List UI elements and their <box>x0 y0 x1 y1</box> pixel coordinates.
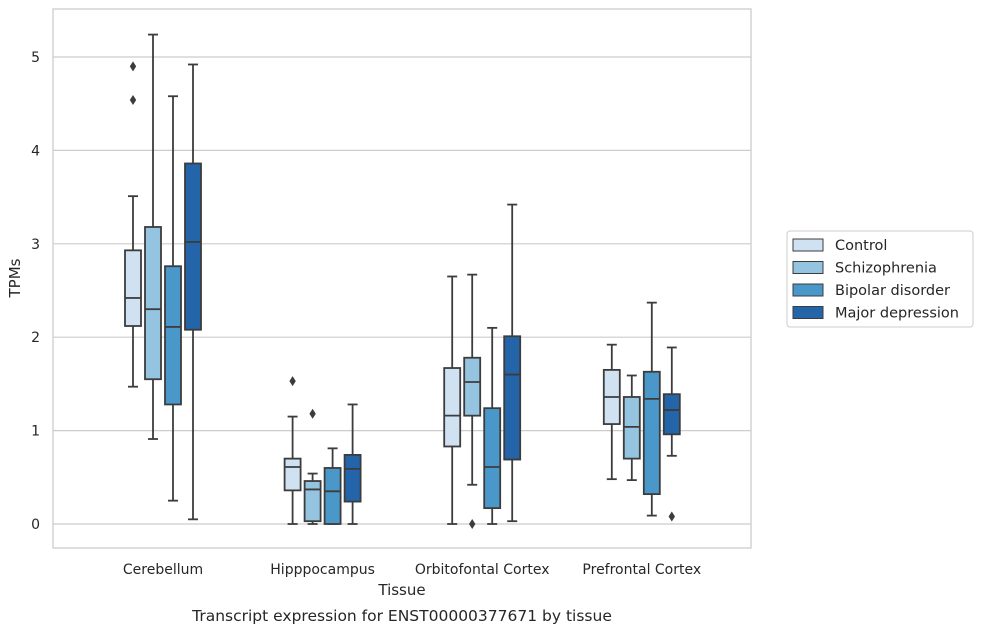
x-tick-label: Hipppocampus <box>270 562 375 578</box>
box-body <box>343 453 362 503</box>
legend-swatch <box>792 238 824 252</box>
box-bipolar-disorder <box>483 326 502 525</box>
legend-swatch <box>792 261 824 274</box>
box-body <box>144 226 162 381</box>
box-major-depression <box>343 403 362 525</box>
box-body <box>303 480 322 523</box>
y-tick-label: 1 <box>31 424 40 440</box>
box-control <box>283 376 302 525</box>
x-tick-label: Cerebellum <box>123 562 203 578</box>
box-body <box>323 467 342 525</box>
box-body <box>443 367 462 448</box>
box-bipolar-disorder <box>164 95 182 502</box>
box-schizophrenia <box>144 33 162 440</box>
box-bipolar-disorder <box>642 301 661 517</box>
x-axis-label: Tissue <box>377 581 425 599</box>
y-tick-label: 0 <box>31 517 40 533</box>
outlier-point <box>469 519 476 529</box>
legend-label: Control <box>835 238 887 254</box>
box-body <box>164 265 182 406</box>
box-schizophrenia <box>622 374 641 482</box>
legend-swatch <box>792 283 824 297</box>
x-tick-labels: Cerebellum Hipppocampus Orbitofontal Corte… <box>123 562 701 578</box>
y-tick-label: 2 <box>31 330 40 346</box>
outlier-point <box>129 61 137 72</box>
box-major-depression <box>503 203 522 523</box>
box-schizophrenia <box>463 273 482 529</box>
box-body <box>662 393 681 436</box>
y-tick-label: 3 <box>31 237 40 253</box>
legend-label: Schizophrenia <box>835 261 937 277</box>
box-major-depression <box>184 63 202 521</box>
outlier-point <box>668 511 675 522</box>
legend: Control Schizophrenia Bipolar disorder Majo… <box>786 230 974 328</box>
box-bipolar-disorder <box>323 447 342 525</box>
boxes <box>124 33 681 529</box>
box-control <box>124 61 142 388</box>
plot-frame <box>52 8 752 549</box>
legend-swatch <box>792 306 824 319</box>
x-tick-label: Prefrontal Cortex <box>582 562 701 578</box>
y-axis-label: TPMs <box>6 258 24 298</box>
box-control <box>602 343 621 481</box>
box-body <box>283 457 302 492</box>
legend-frame <box>786 230 974 328</box>
legend-label: Bipolar disorder <box>835 283 950 299</box>
box-body <box>483 407 502 510</box>
box-schizophrenia <box>303 408 322 525</box>
outlier-point <box>289 376 296 387</box>
box-body <box>124 249 142 327</box>
chart-caption: Transcript expression for ENST0000037767… <box>191 607 612 625</box>
x-tick-label: Orbitofontal Cortex <box>415 562 550 578</box>
y-tick-labels: 0 1 2 3 4 5 <box>31 50 40 533</box>
box-body <box>622 396 641 460</box>
box-body <box>503 335 522 461</box>
outlier-point <box>129 94 137 105</box>
y-tick-label: 4 <box>31 143 40 159</box>
box-body <box>642 370 661 496</box>
y-tick-label: 5 <box>31 50 40 66</box>
legend-label: Major depression <box>835 306 959 322</box>
box-control <box>443 275 462 525</box>
outlier-point <box>309 408 316 419</box>
box-major-depression <box>662 346 681 522</box>
box-body <box>184 162 202 331</box>
box-body <box>463 356 482 417</box>
